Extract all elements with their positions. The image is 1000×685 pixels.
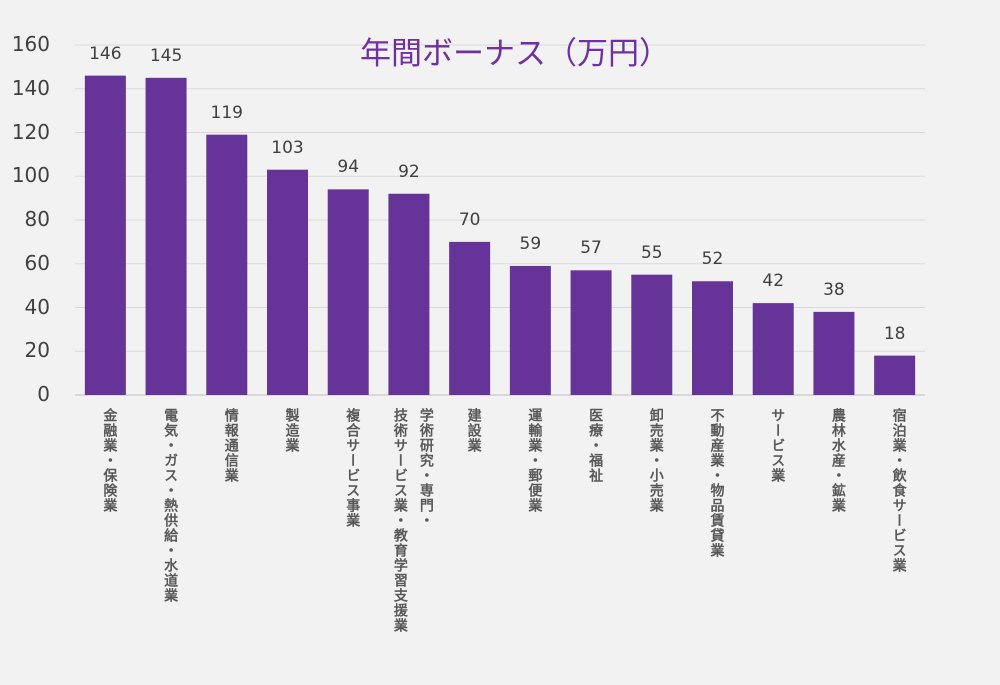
bar — [327, 189, 369, 395]
data-label: 92 — [398, 161, 420, 182]
y-tick-label: 100 — [11, 163, 50, 188]
x-tick-label: 農林水産・鉱業 — [829, 408, 846, 513]
y-tick-label: 140 — [11, 75, 50, 100]
y-tick-label: 0 — [37, 382, 50, 406]
x-tick-label: 金融業・保険業 — [101, 408, 118, 513]
data-label: 55 — [640, 242, 663, 263]
x-tick-label: 医療・福祉 — [587, 408, 604, 483]
x-tick-label: 運輸業・郵便業 — [526, 408, 543, 513]
bar — [692, 281, 733, 395]
bar — [388, 193, 430, 395]
data-label: 103 — [271, 137, 304, 158]
bar — [874, 355, 916, 395]
bar — [84, 75, 126, 395]
data-label: 57 — [580, 238, 602, 259]
data-label: 59 — [519, 233, 542, 254]
x-tick-label: 不動産業・物品賃貸業 — [708, 408, 725, 558]
data-label: 42 — [762, 271, 785, 292]
y-tick-label: 80 — [24, 207, 50, 231]
x-tick-label: 製造業 — [283, 408, 300, 453]
chart-title: 年間ボーナス（万円） — [360, 36, 670, 72]
data-label: 38 — [823, 279, 845, 300]
bar — [752, 303, 794, 395]
data-label: 119 — [210, 102, 243, 123]
x-tick-label: 建設業 — [465, 408, 482, 453]
x-tick-label: 情報通信業 — [222, 408, 239, 483]
y-tick-label: 160 — [11, 32, 50, 56]
data-label: 70 — [458, 209, 481, 230]
bar — [206, 134, 248, 395]
y-tick-label: 40 — [24, 294, 50, 319]
bar — [509, 265, 551, 395]
bar — [267, 169, 308, 395]
bar — [813, 311, 855, 395]
x-tick-label: 宿泊業・飲食サービス業 — [890, 408, 907, 573]
bar — [449, 241, 491, 395]
x-tick-label: 学術研究・専門・ 技術サービス業・教育学習支援業 — [391, 408, 434, 633]
x-tick-label: 卸売業・小売業 — [647, 408, 664, 513]
data-label: 145 — [149, 45, 183, 66]
y-tick-label: 120 — [11, 119, 50, 144]
x-tick-label: サービス業 — [769, 408, 786, 483]
x-tick-label: 電気・ガス・熱供給・水道業 — [162, 408, 179, 603]
x-tick-label: 複合サービス事業 — [344, 408, 361, 528]
y-tick-label: 60 — [24, 250, 50, 275]
bar — [570, 270, 612, 395]
bar — [631, 274, 673, 395]
y-tick-label: 20 — [24, 338, 50, 363]
data-label: 52 — [701, 249, 724, 270]
data-label: 94 — [337, 157, 360, 178]
data-label: 18 — [883, 323, 906, 344]
data-label: 146 — [89, 43, 122, 64]
bar — [145, 77, 187, 395]
